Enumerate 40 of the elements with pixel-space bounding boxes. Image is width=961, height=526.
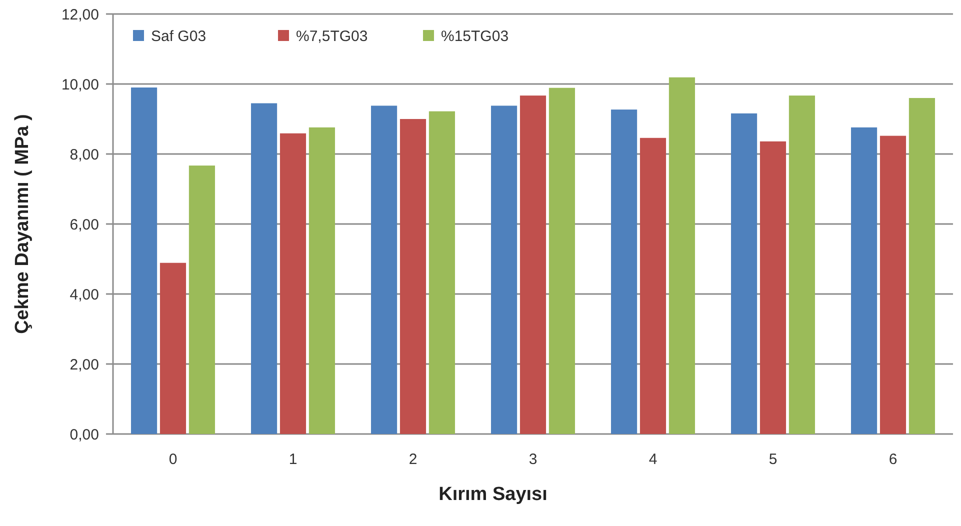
bar bbox=[188, 166, 215, 434]
bar bbox=[668, 77, 695, 434]
bar bbox=[280, 133, 306, 434]
bar bbox=[640, 138, 666, 434]
bar bbox=[731, 113, 758, 434]
y-tick-label: 10,00 bbox=[61, 76, 99, 94]
y-tick-label: 12,00 bbox=[61, 6, 99, 24]
x-tick-label: 3 bbox=[528, 451, 538, 468]
y-tick-label: 2,00 bbox=[70, 356, 99, 374]
x-tick-label: 1 bbox=[288, 451, 298, 468]
x-tick-label: 4 bbox=[648, 451, 658, 468]
x-tick-label: 0 bbox=[168, 451, 178, 468]
bar bbox=[428, 111, 455, 434]
y-axis-title: Çekme Dayanımı ( MPa ) bbox=[12, 114, 33, 334]
bar bbox=[520, 96, 546, 434]
bar bbox=[548, 88, 575, 434]
bar bbox=[371, 106, 398, 434]
bar bbox=[788, 96, 815, 434]
y-tick-label: 0,00 bbox=[70, 426, 99, 444]
bar bbox=[851, 127, 878, 434]
x-axis-title: Kırım Sayısı bbox=[438, 484, 548, 505]
bar bbox=[908, 98, 935, 434]
bar bbox=[160, 262, 186, 434]
x-tick-label: 2 bbox=[408, 451, 418, 468]
bar bbox=[131, 88, 158, 434]
y-tick-label: 4,00 bbox=[70, 286, 99, 304]
bar bbox=[760, 141, 786, 434]
bar bbox=[251, 103, 278, 434]
legend-label: Saf G03 bbox=[151, 28, 206, 45]
y-tick-label: 6,00 bbox=[70, 216, 99, 234]
bar bbox=[400, 119, 426, 434]
legend-label: %7,5TG03 bbox=[296, 28, 368, 45]
y-tick-label: 8,00 bbox=[70, 146, 99, 164]
x-tick-label: 6 bbox=[888, 451, 898, 468]
bar bbox=[308, 127, 335, 434]
legend-label: %15TG03 bbox=[441, 28, 509, 45]
bar bbox=[880, 136, 906, 434]
bar bbox=[611, 110, 638, 434]
bar bbox=[491, 106, 518, 434]
x-tick-label: 5 bbox=[768, 451, 778, 468]
